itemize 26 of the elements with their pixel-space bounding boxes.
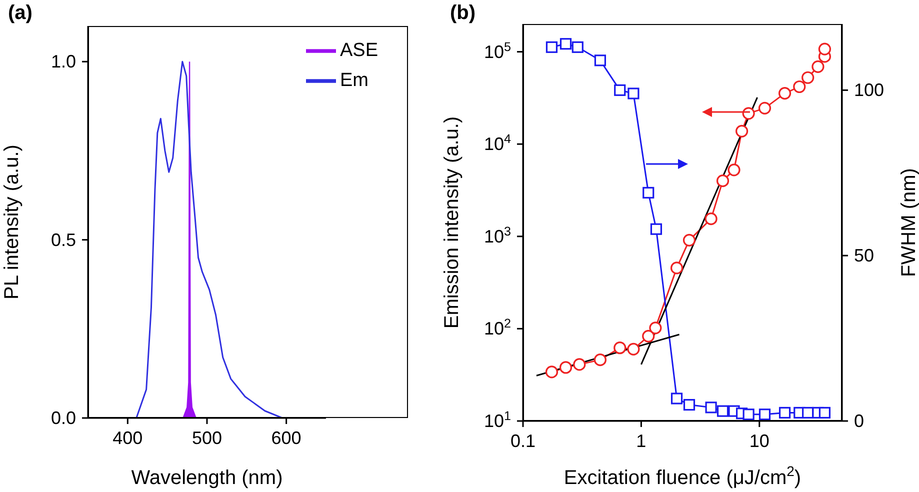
- y-axis-title: PL intensity (a.u.): [1, 144, 23, 300]
- x-axis-title: Excitation fluence (μJ/cm$^{2}$): [564, 463, 802, 489]
- y-tick-label: 10$^{1}$: [484, 409, 511, 431]
- y-tick-label: 10$^{3}$: [484, 224, 511, 246]
- x-tick-label: 600: [271, 428, 302, 448]
- x-tick-label: 1: [636, 431, 646, 451]
- y2-tick-label: 50: [854, 246, 874, 266]
- y-tick-label: 1.0: [50, 52, 76, 72]
- y-tick-label: 0.0: [50, 408, 76, 428]
- y2-tick-label: 0: [854, 411, 864, 431]
- y2-tick-label: 100: [854, 80, 884, 100]
- legend-label: Em: [340, 70, 368, 92]
- x-tick-label: 0.1: [510, 431, 536, 451]
- y-tick-label: 10$^{2}$: [484, 316, 511, 339]
- x-axis-title: Wavelength (nm): [131, 467, 283, 489]
- y2-axis-title: FWHM (nm): [898, 168, 919, 277]
- legend-label: ASE: [340, 40, 378, 62]
- text: (b): [450, 2, 476, 25]
- y-tick-label: 10$^{4}$: [484, 132, 511, 154]
- x-tick-label: 400: [112, 428, 143, 448]
- text: (a): [8, 2, 32, 25]
- y-axis-title: Emission intensity (a.u.): [441, 116, 463, 329]
- y-tick-label: 10$^{5}$: [484, 40, 511, 62]
- y-tick-label: 0.5: [50, 230, 76, 250]
- x-tick-label: 500: [192, 428, 222, 448]
- x-tick-label: 10: [749, 431, 770, 451]
